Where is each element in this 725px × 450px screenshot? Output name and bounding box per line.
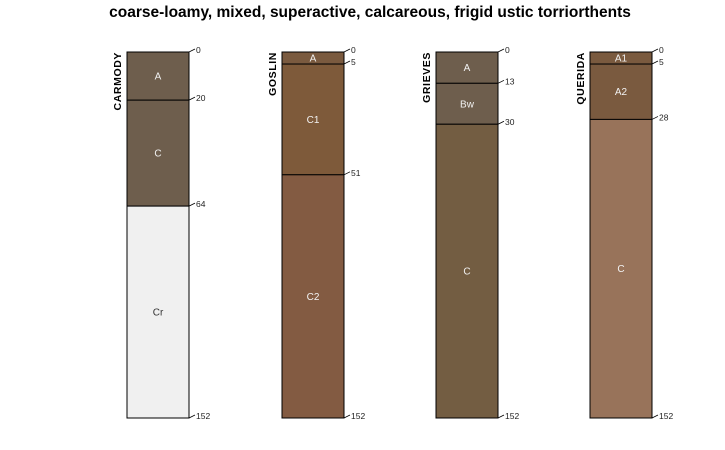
profile-grieves: GRIEVES A Bw C 0 13 30 152 bbox=[421, 45, 519, 421]
depth-tick bbox=[343, 60, 351, 65]
horizon-label: A bbox=[464, 63, 471, 74]
depth-label: 64 bbox=[196, 199, 206, 209]
horizon-label: C2 bbox=[307, 292, 320, 303]
depth-tick bbox=[497, 414, 505, 419]
horizon-label: A2 bbox=[615, 87, 628, 98]
profile-name: GRIEVES bbox=[421, 52, 433, 103]
horizon-c bbox=[126, 99, 190, 207]
depth-tick bbox=[497, 79, 505, 84]
depth-label: 28 bbox=[659, 112, 669, 122]
depth-label: 13 bbox=[505, 76, 515, 86]
profile-querida: QUERIDA A1 A2 C 0 5 28 152 bbox=[575, 45, 673, 421]
profile-name: GOSLIN bbox=[267, 52, 279, 96]
horizon-label: Cr bbox=[153, 308, 164, 319]
depth-label: 152 bbox=[351, 411, 365, 421]
horizon-c2 bbox=[281, 174, 345, 419]
horizon-label: A bbox=[310, 54, 317, 65]
profile-carmody: CARMODY A C Cr 0 20 64 152 bbox=[112, 45, 210, 421]
profile-goslin: GOSLIN A C1 C2 0 5 51 152 bbox=[267, 45, 365, 421]
depth-tick bbox=[188, 48, 196, 53]
depth-tick bbox=[651, 116, 659, 120]
depth-label: 0 bbox=[659, 45, 664, 55]
horizon-a bbox=[126, 51, 190, 101]
horizon-label: A1 bbox=[615, 54, 628, 65]
depth-tick bbox=[343, 171, 351, 176]
depth-tick bbox=[651, 60, 659, 65]
depth-label: 51 bbox=[351, 168, 361, 178]
depth-tick bbox=[188, 202, 196, 207]
depth-label: 0 bbox=[505, 45, 510, 55]
depth-tick bbox=[343, 48, 351, 53]
depth-tick bbox=[497, 48, 505, 53]
chart-title: coarse-loamy, mixed, superactive, calcar… bbox=[109, 4, 631, 21]
horizon-label: A bbox=[155, 72, 162, 83]
depth-label: 152 bbox=[505, 411, 519, 421]
horizon-c bbox=[589, 118, 653, 419]
depth-label: 5 bbox=[351, 57, 356, 67]
horizon-bw bbox=[435, 82, 499, 125]
depth-tick bbox=[188, 414, 196, 419]
horizon-c bbox=[435, 123, 499, 419]
depth-label: 152 bbox=[659, 411, 673, 421]
depth-label: 0 bbox=[351, 45, 356, 55]
depth-label: 152 bbox=[196, 411, 210, 421]
horizon-label: C1 bbox=[307, 115, 320, 126]
depth-label: 20 bbox=[196, 93, 206, 103]
horizon-label: C bbox=[463, 267, 470, 278]
depth-tick bbox=[497, 120, 505, 125]
depth-label: 0 bbox=[196, 45, 201, 55]
depth-tick bbox=[188, 96, 196, 101]
horizon-label: C bbox=[154, 149, 161, 160]
profile-name: QUERIDA bbox=[575, 52, 587, 105]
horizon-cr bbox=[126, 205, 190, 419]
depth-tick bbox=[343, 414, 351, 419]
depth-tick bbox=[651, 414, 659, 419]
horizon-label: Bw bbox=[460, 99, 475, 110]
profile-name: CARMODY bbox=[112, 52, 124, 110]
horizon-label: C bbox=[617, 264, 624, 275]
depth-label: 5 bbox=[659, 57, 664, 67]
depth-tick bbox=[651, 48, 659, 53]
depth-label: 30 bbox=[505, 117, 515, 127]
